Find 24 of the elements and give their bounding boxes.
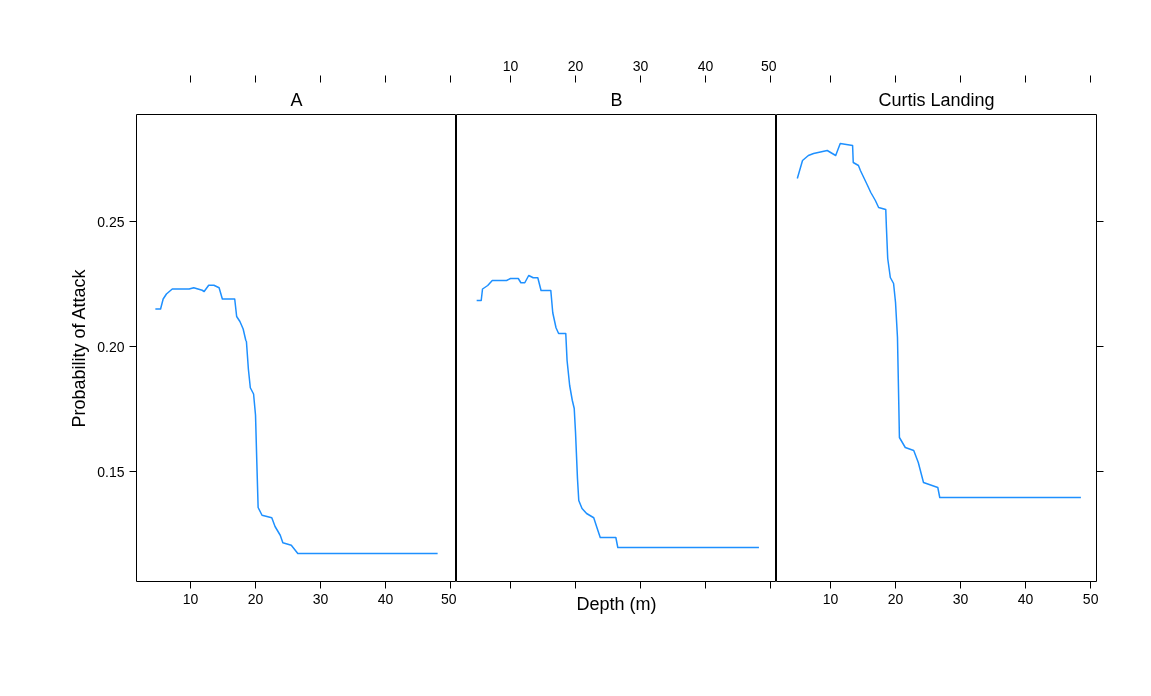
- chart-title: A: [290, 89, 303, 110]
- line-series: [154, 284, 439, 555]
- x-tick-label: 30: [632, 57, 649, 74]
- x-tick-label: 50: [1082, 590, 1099, 607]
- x-tick-label: 10: [502, 57, 519, 74]
- y-tick-label: 0.20: [97, 338, 125, 355]
- x-tick-label: 20: [567, 57, 584, 74]
- y-tick-label: 0.15: [97, 463, 125, 480]
- x-tick-label: 30: [952, 590, 969, 607]
- x-axis-title: Depth (m): [576, 593, 657, 614]
- x-tick-label: 30: [312, 590, 329, 607]
- chart-title: B: [610, 89, 623, 110]
- x-tick-label: 40: [1017, 590, 1034, 607]
- y-axis-title: Probability of Attack: [69, 268, 90, 428]
- x-tick-label: 10: [822, 590, 839, 607]
- y-tick-label: 0.25: [97, 213, 125, 230]
- x-tick-label: 50: [760, 57, 777, 74]
- x-tick-label: 50: [440, 590, 457, 607]
- x-tick-label: 40: [377, 590, 394, 607]
- x-tick-label: 10: [182, 590, 199, 607]
- x-tick-label: 20: [887, 590, 904, 607]
- chart-title: Curtis Landing: [878, 89, 995, 110]
- x-tick-label: 40: [697, 57, 714, 74]
- x-tick-label: 20: [247, 590, 264, 607]
